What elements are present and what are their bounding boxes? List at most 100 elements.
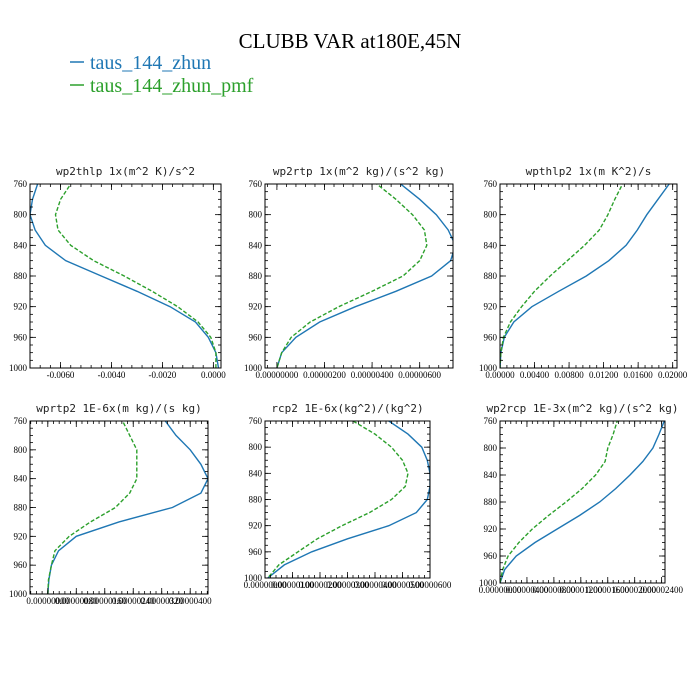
y-tick-label: 1000 bbox=[479, 363, 498, 373]
series-line bbox=[47, 421, 208, 594]
series-line bbox=[500, 184, 671, 368]
series-line bbox=[30, 184, 220, 368]
y-tick-label: 1000 bbox=[479, 578, 498, 588]
y-tick-label: 760 bbox=[484, 416, 498, 426]
legend-label-zhun-pmf: taus_144_zhun_pmf bbox=[90, 75, 254, 97]
y-tick-label: 960 bbox=[14, 332, 28, 342]
x-tick-label: 0.00000600 bbox=[398, 370, 441, 380]
panel-2: wp2rtp 1x(m^2 kg)/(s^2 kg) 760 800 840 880 92… bbox=[244, 165, 454, 380]
y-tick-label: 920 bbox=[484, 302, 498, 312]
panel-title: wprtp2 1E-6x(m kg)/(s kg) bbox=[36, 402, 202, 415]
x-tick-label: 0.02000 bbox=[658, 370, 688, 380]
x-tick-label: 0.00400 bbox=[520, 370, 550, 380]
y-tick-label: 760 bbox=[14, 179, 28, 189]
y-tick-label: 960 bbox=[484, 332, 498, 342]
series-group bbox=[30, 184, 220, 368]
x-tick-label: 0.00000800 bbox=[533, 585, 576, 595]
series-line bbox=[47, 421, 138, 594]
plot-frame bbox=[499, 420, 666, 584]
panel-title: rcp2 1E-6x(kg^2)/(kg^2) bbox=[271, 402, 423, 415]
y-tick-label: 840 bbox=[249, 240, 263, 250]
y-tick-label: 920 bbox=[249, 521, 263, 531]
plot-frame bbox=[264, 183, 454, 369]
y-tick-label: 840 bbox=[249, 468, 263, 478]
panel-4: wprtp2 1E-6x(m kg)/(s kg) 760 800 840 880 920… bbox=[9, 402, 212, 606]
x-tick-label: 0.00000200 bbox=[299, 580, 342, 590]
series-line bbox=[54, 184, 217, 368]
x-tick-label: 0.00000000 bbox=[479, 585, 522, 595]
series-line bbox=[267, 421, 409, 578]
series-group bbox=[47, 421, 208, 594]
x-tick-label: 0.00000400 bbox=[506, 585, 549, 595]
y-tick-label: 800 bbox=[484, 210, 498, 220]
x-tick-label: 0.00000240 bbox=[112, 596, 155, 606]
series-group bbox=[267, 421, 430, 578]
figure-legend: taus_144_zhun taus_144_zhun_pmf bbox=[70, 52, 254, 97]
y-tick-label: 840 bbox=[14, 474, 28, 484]
series-line bbox=[500, 421, 618, 583]
panel-5: rcp2 1E-6x(kg^2)/(kg^2) 760 800 840 880 920 96… bbox=[244, 402, 452, 590]
x-tick-label: 0.01600 bbox=[624, 370, 654, 380]
x-tick-label: 0.00000400 bbox=[354, 580, 397, 590]
figure-title: CLUBB VAR at180E,45N bbox=[239, 29, 462, 53]
panel-3: wpthlp2 1x(m K^2)/s 760 800 840 880 920 960 100… bbox=[479, 165, 688, 380]
panels-group: wp2thlp 1x(m^2 K)/s^2 760 800 840 880 920 960 1… bbox=[9, 165, 688, 606]
panel-1: wp2thlp 1x(m^2 K)/s^2 760 800 840 880 920 960 1… bbox=[9, 165, 226, 380]
x-tick-label: 0.00000100 bbox=[271, 580, 314, 590]
y-tick-label: 880 bbox=[14, 271, 28, 281]
x-tick-label: 0.00001600 bbox=[586, 585, 629, 595]
y-tick-label: 920 bbox=[14, 302, 28, 312]
panel-6: wp2rcp 1E-3x(m^2 kg)/(s^2 kg)760 800 840 88… bbox=[479, 402, 684, 595]
x-tick-label: 0.00000400 bbox=[351, 370, 394, 380]
x-tick-label: 0.00000000 bbox=[244, 580, 287, 590]
x-tick-label: 0.00001200 bbox=[559, 585, 602, 595]
y-tick-label: 920 bbox=[484, 524, 498, 534]
x-tick-label: 0.01200 bbox=[589, 370, 619, 380]
x-tick-label: 0.00000000 bbox=[256, 370, 299, 380]
y-tick-label: 1000 bbox=[244, 363, 263, 373]
y-tick-label: 960 bbox=[14, 560, 28, 570]
x-tick-label: 0.00800 bbox=[554, 370, 584, 380]
panel-title: wp2rtp 1x(m^2 kg)/(s^2 kg) bbox=[273, 165, 445, 178]
y-tick-label: 840 bbox=[484, 240, 498, 250]
x-tick-label: 0.00000600 bbox=[409, 580, 452, 590]
series-line bbox=[276, 184, 428, 368]
x-tick-label: 0.00000500 bbox=[381, 580, 424, 590]
series-group bbox=[276, 184, 453, 368]
y-tick-label: 800 bbox=[14, 210, 28, 220]
y-tick-label: 800 bbox=[249, 442, 263, 452]
x-tick-label: -0.0020 bbox=[149, 370, 177, 380]
series-group bbox=[500, 421, 665, 583]
y-tick-label: 800 bbox=[249, 210, 263, 220]
y-tick-label: 880 bbox=[14, 503, 28, 513]
y-tick-label: 800 bbox=[484, 443, 498, 453]
x-tick-label: 0.00000400 bbox=[169, 596, 212, 606]
panel-title: wp2rcp 1E-3x(m^2 kg)/(s^2 kg) bbox=[486, 402, 678, 415]
series-line bbox=[267, 421, 430, 578]
plot-frame bbox=[29, 183, 222, 369]
y-tick-label: 1000 bbox=[244, 573, 263, 583]
legend-label-zhun: taus_144_zhun bbox=[90, 52, 211, 74]
y-tick-label: 840 bbox=[484, 470, 498, 480]
y-tick-label: 960 bbox=[249, 332, 263, 342]
y-tick-label: 800 bbox=[14, 445, 28, 455]
x-tick-label: -0.0040 bbox=[98, 370, 126, 380]
y-tick-label: 1000 bbox=[9, 589, 28, 599]
x-tick-label: 0.00000 bbox=[485, 370, 515, 380]
x-tick-label: 0.00000300 bbox=[326, 580, 369, 590]
y-tick-label: 760 bbox=[249, 179, 263, 189]
x-tick-label: 0.00002400 bbox=[640, 585, 683, 595]
x-tick-label: 0.00000080 bbox=[55, 596, 98, 606]
y-tick-label: 840 bbox=[14, 240, 28, 250]
panel-title: wpthlp2 1x(m K^2)/s bbox=[526, 165, 652, 178]
x-tick-label: 0.0000 bbox=[201, 370, 226, 380]
y-tick-label: 760 bbox=[484, 179, 498, 189]
plot-frame bbox=[264, 420, 431, 579]
series-line bbox=[500, 184, 624, 368]
x-tick-label: 0.00000320 bbox=[140, 596, 183, 606]
y-tick-label: 960 bbox=[249, 547, 263, 557]
series-line bbox=[500, 421, 665, 583]
panel-title: wp2thlp 1x(m^2 K)/s^2 bbox=[56, 165, 195, 178]
y-tick-label: 880 bbox=[484, 497, 498, 507]
